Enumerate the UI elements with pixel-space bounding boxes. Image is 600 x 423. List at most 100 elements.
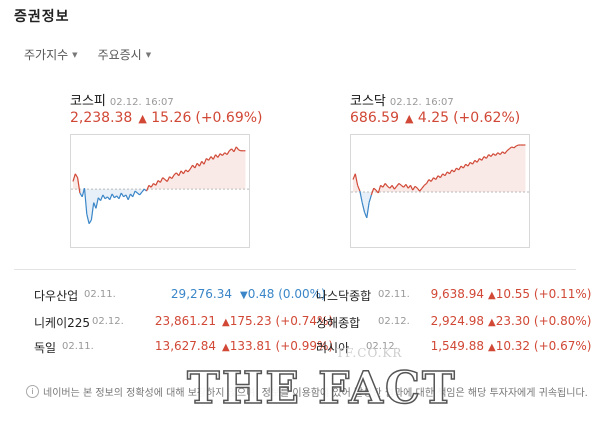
chart-line-segment <box>495 152 499 156</box>
up-arrow-icon: ▲ <box>488 290 496 301</box>
chart-line-segment <box>357 185 361 192</box>
chart-line-segment <box>171 174 175 179</box>
chart-line-segment <box>146 185 150 192</box>
chart-line-segment <box>139 191 143 196</box>
divider <box>14 269 576 270</box>
chart-line-segment <box>118 192 122 199</box>
index-name: 나스닥종합 <box>316 289 372 303</box>
index-name: 상해종합 <box>316 316 361 330</box>
kosdaq-change: 4.25 <box>417 110 450 126</box>
index-change: ▼0.48 (0.00%) <box>240 287 326 301</box>
disclaimer-text: 네이버는 본 정보의 정확성에 대해 보장하지 않으며, 정보를 이용함에 있어… <box>43 388 588 399</box>
chart-line-segment <box>382 183 386 188</box>
chart-line-segment <box>100 194 104 201</box>
index-change: ▲175.23 (+0.74%) <box>222 314 334 328</box>
kosdaq-name: 코스닥 <box>350 94 386 109</box>
chart-line-segment <box>86 213 90 224</box>
chart-line-segment <box>370 188 375 196</box>
chart-line-segment <box>217 153 221 158</box>
index-name: 러시아 <box>316 341 350 355</box>
disclaimer: i 네이버는 본 정보의 정확성에 대해 보장하지 않으며, 정보를 이용함에 … <box>26 384 588 399</box>
chart-line-segment <box>467 161 471 167</box>
chart-line-segment <box>462 163 467 169</box>
kosdaq-chart[interactable] <box>350 134 530 248</box>
chart-line-segment <box>226 150 230 155</box>
chart-line-segment <box>435 175 439 180</box>
index-date: 02.11. <box>62 341 94 352</box>
chart-line-segment <box>221 152 226 156</box>
chart-line-segment <box>504 150 508 155</box>
up-arrow-icon: ▲ <box>488 342 496 353</box>
index-change: ▲10.32 (+0.67%) <box>488 339 592 353</box>
index-value: 29,276.34 <box>170 287 232 301</box>
chart-line-segment <box>439 173 444 178</box>
chart-line-segment <box>373 187 377 191</box>
chart-line-segment <box>361 202 366 213</box>
index-name: 다우산업 <box>34 289 79 303</box>
up-arrow-icon: ▲ <box>222 317 230 328</box>
chart-line-segment <box>476 158 480 163</box>
kosdaq-percent: (+0.62%) <box>453 110 521 126</box>
index-value: 2,924.98 <box>430 314 484 328</box>
chart-line-segment <box>88 219 92 225</box>
tab-bar: 주가지수 ▼ 주요증시 ▼ <box>24 46 151 63</box>
chart-line-segment <box>426 179 430 184</box>
chart-line-segment <box>233 146 237 152</box>
kospi-change: 15.26 <box>151 110 192 126</box>
chart-line-segment <box>481 156 485 161</box>
chart-area-up <box>73 146 246 190</box>
index-change: ▲133.81 (+0.99%) <box>222 339 334 353</box>
chart-area-down <box>73 189 246 224</box>
info-icon: i <box>26 385 39 398</box>
chart-line-segment <box>95 197 99 209</box>
kospi-value: 2,238.38 <box>70 110 133 126</box>
index-date: 02.12. <box>92 316 124 327</box>
kospi-line-chart <box>71 146 249 225</box>
chart-line-segment <box>421 184 425 189</box>
chevron-down-icon: ▼ <box>72 50 78 59</box>
chart-line-segment <box>235 146 240 151</box>
index-date: 02.11. <box>84 289 116 300</box>
kosdaq-line-chart <box>351 144 529 219</box>
chart-line-segment <box>490 153 494 157</box>
chart-line-segment <box>359 190 363 203</box>
chart-line-segment <box>162 177 166 181</box>
chart-line-segment <box>453 167 457 173</box>
chart-line-segment <box>238 149 242 152</box>
chart-line-segment <box>398 182 402 186</box>
kospi-name: 코스피 <box>70 94 106 109</box>
index-change: ▲23.30 (+0.80%) <box>488 314 592 328</box>
chart-line-segment <box>198 161 203 167</box>
chart-line-segment <box>499 151 503 155</box>
chart-line-segment <box>102 194 106 200</box>
up-arrow-icon: ▲ <box>222 342 230 353</box>
tab-stock-index[interactable]: 주가지수 ▼ <box>24 46 78 63</box>
kospi-chart[interactable] <box>70 134 250 248</box>
chart-line-segment <box>354 173 359 186</box>
index-value: 23,861.21 <box>154 314 216 328</box>
chart-line-segment <box>166 176 171 182</box>
chart-line-segment <box>366 202 370 219</box>
index-date: 02.12. <box>366 341 398 352</box>
tab-major-markets[interactable]: 주요증시 ▼ <box>98 46 152 63</box>
chart-line-segment <box>472 160 476 165</box>
chart-line-segment <box>155 180 159 186</box>
chart-line-segment <box>141 188 145 193</box>
chart-line-segment <box>194 162 198 169</box>
index-value: 1,549.88 <box>430 339 484 353</box>
chart-line-segment <box>77 177 81 194</box>
chart-line-segment <box>132 190 136 198</box>
chart-line-segment <box>83 188 88 215</box>
chart-line-segment <box>377 185 382 194</box>
chart-line-segment <box>508 146 513 150</box>
chart-line-segment <box>159 177 164 183</box>
chart-line-segment <box>368 194 372 203</box>
chart-line-segment <box>150 183 154 188</box>
chart-line-segment <box>513 145 517 149</box>
chart-area-down <box>353 192 526 218</box>
chart-line-segment <box>72 173 76 182</box>
page-title: 증권정보 <box>14 9 70 25</box>
up-arrow-icon: ▲ <box>138 112 147 125</box>
chart-line-segment <box>423 182 427 186</box>
chart-line-segment <box>511 146 515 149</box>
